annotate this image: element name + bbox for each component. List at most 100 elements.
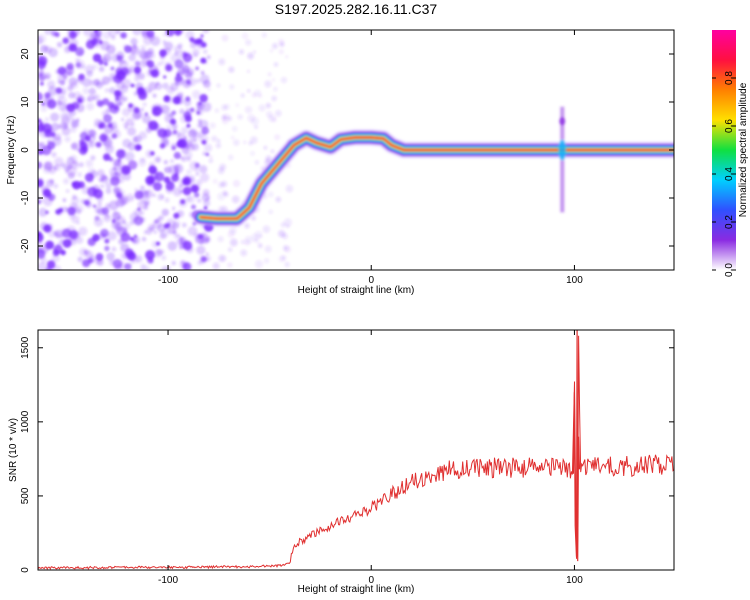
- noise-blob: [161, 255, 167, 261]
- noise-blob: [174, 30, 182, 36]
- noise-blob: [137, 207, 141, 211]
- noise-blob: [128, 103, 133, 108]
- noise-blob: [160, 249, 165, 255]
- noise-blob: [186, 108, 190, 112]
- noise-blob: [264, 245, 272, 253]
- noise-blob: [164, 41, 174, 52]
- noise-blob: [66, 103, 74, 111]
- noise-blob: [171, 131, 176, 136]
- spike-core: [558, 140, 567, 160]
- noise-blob: [174, 51, 179, 56]
- noise-blob: [199, 165, 208, 174]
- noise-blob: [252, 50, 256, 54]
- noise-blob: [173, 151, 181, 160]
- noise-blob: [46, 193, 53, 199]
- noise-blob: [201, 126, 210, 135]
- noise-blob: [102, 98, 110, 106]
- noise-blob: [278, 49, 284, 55]
- noise-blob: [216, 83, 221, 88]
- noise-blob: [195, 107, 204, 116]
- noise-blob: [189, 161, 199, 171]
- noise-blob: [183, 61, 188, 66]
- noise-blob: [195, 66, 200, 71]
- noise-blob: [161, 265, 170, 270]
- noise-blob: [94, 118, 101, 126]
- noise-blob: [170, 159, 175, 164]
- noise-blob: [186, 123, 191, 128]
- noise-blob: [138, 158, 147, 167]
- noise-blob: [163, 129, 172, 138]
- noise-blob: [186, 111, 190, 115]
- noise-blob: [196, 179, 203, 186]
- noise-blob: [55, 208, 63, 216]
- noise-blob: [159, 143, 166, 149]
- noise-blob: [56, 233, 61, 238]
- noise-blob: [40, 105, 48, 112]
- noise-blob: [111, 54, 120, 62]
- noise-blob: [183, 98, 192, 107]
- snr-y-label: SNR (10 * v/v): [8, 418, 19, 482]
- noise-blob: [45, 75, 50, 79]
- noise-blob: [182, 262, 192, 270]
- noise-blob: [87, 129, 96, 138]
- noise-blob: [190, 184, 199, 193]
- noise-blob: [196, 101, 205, 110]
- noise-blob: [173, 212, 180, 219]
- noise-blob: [105, 188, 112, 195]
- noise-blob: [205, 152, 209, 157]
- noise-blob: [162, 82, 169, 90]
- noise-blob: [41, 185, 49, 194]
- noise-blob: [195, 78, 201, 84]
- noise-blob: [193, 138, 198, 143]
- noise-blob: [107, 231, 117, 241]
- noise-blob: [159, 232, 167, 240]
- noise-blob: [122, 68, 131, 77]
- noise-blob: [186, 169, 192, 175]
- noise-blob: [163, 168, 168, 172]
- noise-blob: [105, 214, 109, 218]
- noise-blob: [129, 65, 137, 73]
- noise-blob: [183, 53, 193, 63]
- noise-blob: [62, 37, 69, 44]
- noise-blob: [201, 71, 205, 75]
- noise-blob: [45, 266, 52, 270]
- noise-blob: [71, 181, 77, 187]
- noise-blob: [177, 91, 184, 99]
- noise-blob: [263, 145, 268, 150]
- noise-blob: [186, 156, 191, 162]
- noise-blob: [157, 62, 161, 66]
- noise-blob: [114, 98, 122, 106]
- noise-blob: [117, 64, 122, 69]
- noise-blob: [114, 90, 122, 97]
- noise-blob: [237, 114, 243, 120]
- noise-blob: [67, 171, 75, 180]
- noise-blob: [253, 237, 260, 244]
- noise-blob: [212, 178, 218, 184]
- noise-blob: [140, 185, 145, 190]
- noise-blob: [166, 124, 173, 131]
- noise-blob: [72, 91, 82, 101]
- noise-blob: [251, 215, 256, 221]
- noise-blob: [166, 218, 176, 228]
- noise-blob: [44, 30, 52, 35]
- colorbar-label: Normalized spectral amplitude: [738, 82, 749, 217]
- y-tick-label: -10: [20, 190, 31, 205]
- noise-blob: [91, 38, 101, 48]
- noise-blob: [78, 162, 84, 168]
- noise-blob: [53, 183, 59, 189]
- noise-blob: [38, 92, 43, 102]
- noise-blob: [184, 70, 193, 78]
- noise-blob: [247, 52, 255, 60]
- noise-blob: [224, 104, 230, 110]
- noise-blob: [50, 132, 56, 138]
- noise-blob: [255, 260, 263, 269]
- noise-blob: [90, 170, 98, 178]
- noise-blob: [104, 88, 109, 93]
- x-tick-label: 100: [566, 575, 583, 586]
- noise-blob: [175, 131, 181, 137]
- noise-blob: [201, 256, 207, 263]
- noise-blob: [131, 237, 138, 244]
- noise-blob: [223, 113, 229, 120]
- noise-blob: [179, 108, 185, 115]
